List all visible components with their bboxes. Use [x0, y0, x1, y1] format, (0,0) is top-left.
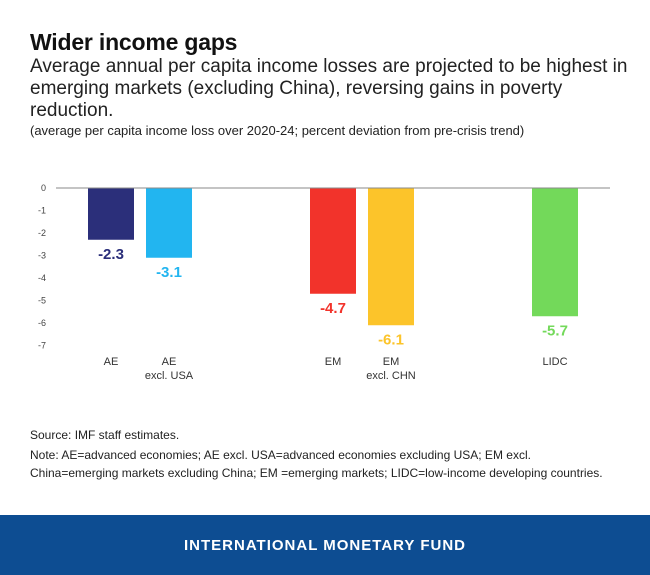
abbreviation-note: Note: AE=advanced economies; AE excl. US…	[30, 448, 603, 480]
x-category-label: excl. USA	[145, 370, 194, 382]
y-tick-label: -6	[38, 318, 46, 328]
y-tick-label: -7	[38, 341, 46, 351]
y-tick-label: -4	[38, 273, 46, 283]
x-category-label: AE	[162, 356, 177, 368]
x-category-label: EM	[383, 356, 400, 368]
chart-title: Wider income gaps	[30, 29, 238, 55]
chart-subtitle: Average annual per capita income losses …	[30, 56, 628, 121]
source-note: Source: IMF staff estimates.	[30, 428, 180, 442]
y-tick-label: -2	[38, 228, 46, 238]
bar-value-label: -4.7	[320, 300, 346, 317]
x-category-label: AE	[104, 356, 119, 368]
bar-value-label: -2.3	[98, 246, 124, 263]
bar	[368, 188, 414, 326]
footer-banner: INTERNATIONAL MONETARY FUND	[0, 515, 650, 575]
x-category-label: LIDC	[542, 356, 567, 368]
bar-value-label: -5.7	[542, 322, 568, 339]
x-category-label: EM	[325, 356, 342, 368]
bar	[146, 188, 192, 258]
bar-value-label: -3.1	[156, 264, 182, 281]
y-tick-label: -5	[38, 296, 46, 306]
y-tick-label: 0	[41, 183, 46, 193]
imf-brand-text: INTERNATIONAL MONETARY FUND	[184, 536, 466, 554]
y-tick-label: -1	[38, 206, 46, 216]
bar	[88, 188, 134, 240]
bar	[532, 188, 578, 317]
chart-units-note: (average per capita income loss over 202…	[30, 123, 525, 138]
bar	[310, 188, 356, 294]
bar-chart: 0 -1 -2 -3 -4 -5 -6 -7 -2.3 AE -3.1 AE excl. USA -4.7…	[38, 183, 610, 382]
bar-value-label: -6.1	[378, 331, 404, 348]
x-category-label: excl. CHN	[366, 370, 416, 382]
y-tick-label: -3	[38, 251, 46, 261]
